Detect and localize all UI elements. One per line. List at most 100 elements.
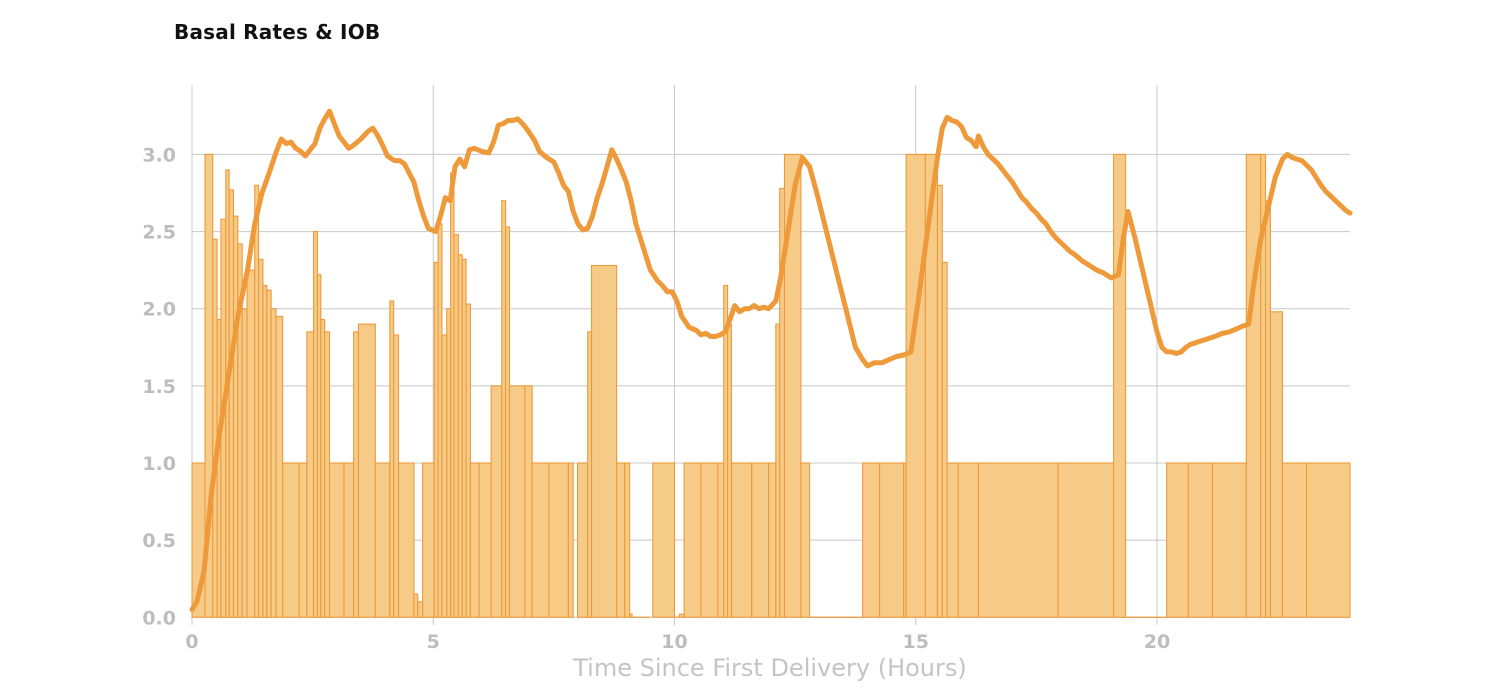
basal-bar [461, 258, 467, 618]
basal-bar [1306, 462, 1351, 618]
basal-bar [783, 153, 802, 618]
basal-bar [212, 238, 218, 618]
basal-bar [941, 261, 948, 618]
basal-bar [946, 462, 959, 618]
basal-bar [478, 462, 492, 618]
basal-bar [590, 264, 618, 618]
basal-bar [246, 269, 256, 618]
y-tick-label: 2.0 [142, 299, 176, 321]
basal-bar [306, 331, 315, 618]
basal-bar [727, 323, 732, 618]
basal-bar [282, 462, 300, 618]
basal-bar [357, 323, 376, 618]
basal-bar [1166, 462, 1189, 618]
basal-bar [576, 462, 589, 618]
y-tick-label: 0.5 [142, 530, 176, 552]
basal-bar [437, 223, 443, 618]
basal-bar [393, 334, 400, 618]
x-tick-label: 10 [661, 631, 687, 653]
basal-bar [616, 462, 626, 618]
basal-bar [490, 385, 503, 618]
basal-bar [254, 184, 260, 618]
y-tick-label: 2.5 [142, 222, 176, 244]
basal-bar [353, 331, 360, 618]
basal-bar [453, 234, 459, 618]
basal-bar [501, 200, 507, 618]
basal-bar [397, 462, 415, 618]
basal-bar [1187, 462, 1214, 618]
basal-bar [320, 318, 326, 618]
basal-bar [700, 462, 719, 618]
basal-bar [228, 189, 235, 618]
basal-bar [232, 215, 239, 618]
basal-bar [1281, 462, 1308, 618]
y-tick-label: 0.0 [142, 607, 176, 629]
basal-bar [262, 285, 268, 618]
basal-bar [587, 331, 593, 618]
basal-bar [678, 613, 685, 618]
basal-bar [768, 462, 777, 618]
basal-bar [505, 226, 511, 618]
basal-bar [652, 462, 676, 618]
y-tick-label: 3.0 [142, 144, 176, 166]
basal-bar [457, 254, 463, 618]
basal-bar [683, 462, 702, 618]
chart-title: Basal Rates & IOB [174, 20, 381, 44]
basal-bar [624, 462, 631, 618]
x-tick-label: 20 [1144, 631, 1170, 653]
basal-bar [508, 385, 526, 618]
basal-bar [446, 308, 452, 618]
basal-bar [433, 261, 439, 618]
basal-bar [862, 462, 881, 618]
basal-bar [751, 462, 770, 618]
basal-bar [524, 385, 533, 618]
basal-bar [313, 231, 318, 618]
basal-bar [422, 462, 435, 618]
basal-bar [266, 289, 272, 618]
basal-bar [800, 462, 811, 618]
basal-bar [1211, 462, 1247, 618]
basal-bar [548, 462, 569, 618]
basal-bar [469, 462, 480, 618]
basal-bar [328, 462, 345, 618]
basal-bar [241, 308, 248, 618]
basal-bar [1245, 153, 1262, 618]
basal-bar [567, 462, 574, 618]
y-tick-label: 1.5 [142, 376, 176, 398]
basal-bar [275, 315, 284, 618]
basal-bar [717, 462, 725, 618]
basal-bar [343, 462, 355, 618]
basal-bar [417, 601, 424, 618]
basal-bar [957, 462, 980, 618]
basal-bar [441, 334, 448, 618]
basal-bar [977, 462, 1059, 618]
basal-bar [465, 303, 471, 618]
x-tick-label: 15 [903, 631, 929, 653]
tick-labels: 0.0 0.5 1.0 1.5 2.0 2.5 3.0 0 5 10 15 20 [142, 144, 1170, 653]
basal-bar [1057, 462, 1115, 618]
basal-bar [258, 258, 264, 618]
basal-bar [389, 300, 395, 618]
basal-bar [1269, 311, 1283, 618]
basal-bar [1265, 200, 1271, 618]
basal-bar [413, 593, 419, 618]
basal-bar [324, 331, 331, 618]
basal-bar [629, 613, 633, 618]
basal-bar [374, 462, 391, 618]
iob-line [189, 108, 1353, 613]
basal-bar [775, 323, 781, 618]
basal-bar [270, 308, 277, 618]
basal-bar [216, 318, 222, 618]
basal-bar [936, 184, 943, 618]
basal-bar [531, 462, 550, 618]
x-tick-label: 0 [185, 631, 198, 653]
basal-bar [298, 462, 308, 618]
y-tick-label: 1.0 [142, 453, 176, 475]
basal-bar [905, 153, 926, 618]
iob-line-layer [189, 108, 1353, 613]
basal-bar [730, 462, 753, 618]
basal-bar [879, 462, 905, 618]
x-axis-label: Time Since First Delivery (Hours) [572, 654, 967, 682]
x-tick-label: 5 [427, 631, 440, 653]
